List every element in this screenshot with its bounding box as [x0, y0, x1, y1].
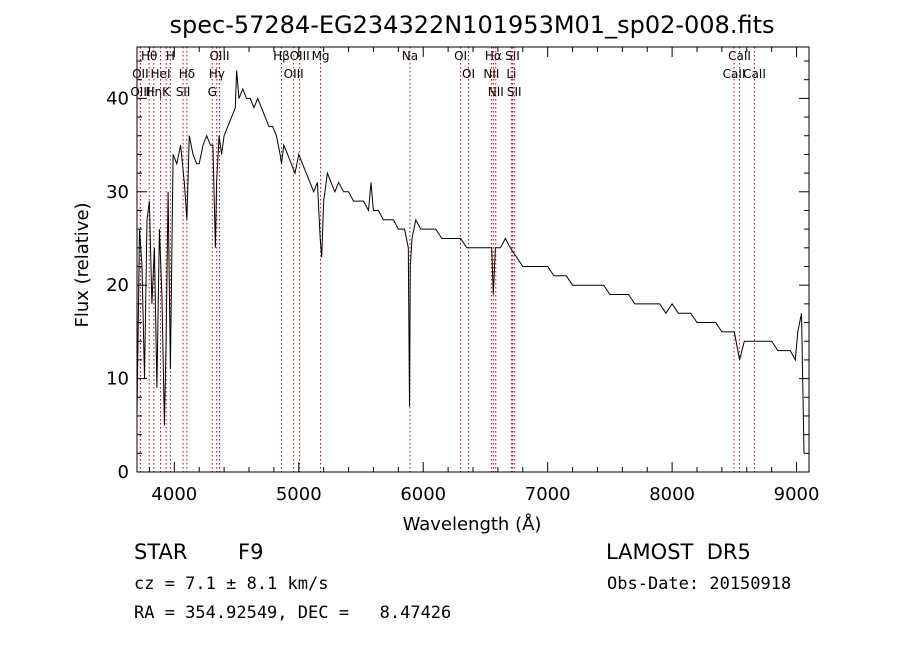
- line-label: Hβ: [273, 49, 290, 63]
- line-label: Hη: [145, 85, 162, 99]
- y-tick-label: 0: [118, 462, 129, 483]
- line-label: Hγ: [209, 67, 225, 81]
- line-label: Hα: [485, 49, 502, 63]
- y-axis: 0 10 20 30 40: [106, 60, 809, 483]
- chart-title: spec-57284-EG234322N101953M01_sp02-008.f…: [170, 11, 775, 39]
- y-tick-label: 20: [106, 275, 129, 296]
- line-label: OI: [454, 49, 467, 63]
- line-label: CaII: [728, 49, 751, 63]
- line-label: CaII: [743, 67, 766, 81]
- x-tick-label: 4000: [151, 484, 197, 505]
- x-axis: 4000 5000 6000 7000 8000 9000: [148, 47, 820, 505]
- redshift-text: cz = 7.1 ± 8.1 km/s: [134, 574, 329, 594]
- x-tick-label: 9000: [774, 484, 820, 505]
- plot-frame: [136, 46, 810, 473]
- class-label: STAR: [134, 540, 188, 564]
- x-tick-label: 6000: [400, 484, 446, 505]
- y-axis-label: Flux (relative): [72, 202, 93, 327]
- line-label: SII: [507, 85, 522, 99]
- line-label: K: [162, 85, 171, 99]
- line-label: OIII: [290, 49, 310, 63]
- line-label: Li: [506, 67, 516, 81]
- survey-label: LAMOST DR5: [606, 540, 751, 564]
- obs-date-text: Obs-Date: 20150918: [607, 574, 792, 594]
- line-label: Hδ: [179, 67, 195, 81]
- y-tick-label: 30: [106, 182, 129, 203]
- x-tick-label: 8000: [649, 484, 695, 505]
- line-label: OIII: [130, 85, 150, 99]
- line-label: Na: [402, 49, 418, 63]
- y-tick-label: 40: [106, 88, 129, 109]
- line-label: NII: [488, 85, 504, 99]
- line-label: CaII: [723, 67, 746, 81]
- subclass-label: F9: [238, 540, 264, 564]
- line-label: OIII: [284, 67, 304, 81]
- y-tick-label: 10: [106, 369, 129, 390]
- line-label: SII: [176, 85, 191, 99]
- line-label: OII: [132, 67, 149, 81]
- line-label: G: [208, 85, 217, 99]
- line-label: OI: [462, 67, 475, 81]
- line-label: Mg: [312, 49, 330, 63]
- x-tick-label: 5000: [276, 484, 322, 505]
- line-label: Hθ: [141, 49, 157, 63]
- spectrum-line: [136, 70, 805, 454]
- line-label: H: [166, 49, 175, 63]
- x-axis-label: Wavelength (Å): [403, 513, 542, 535]
- line-label: SII: [505, 49, 520, 63]
- line-label: NII: [483, 67, 499, 81]
- line-label: OIII: [209, 49, 229, 63]
- x-tick-label: 7000: [525, 484, 571, 505]
- line-label: HeI: [151, 67, 171, 81]
- coordinates-text: RA = 354.92549, DEC = 8.47426: [134, 603, 452, 623]
